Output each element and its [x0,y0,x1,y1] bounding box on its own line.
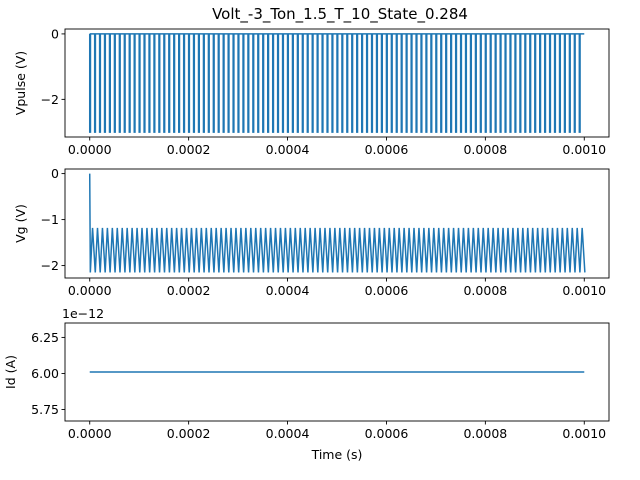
x-tick-label: 0.0002 [167,283,211,298]
y-tick-label: 0 [51,166,59,181]
y-offset-text: 1e−12 [62,306,104,321]
x-tick-label: 0.0004 [266,142,310,157]
x-tick-label: 0.0004 [266,283,310,298]
axes-frame [64,322,610,422]
x-tick-label: 0.0008 [463,426,507,441]
y-tick-label: −2 [41,258,59,273]
x-axis-label: Time (s) [311,447,363,462]
x-tick-label: 0.0010 [562,426,606,441]
vg-plot: 0.0000 0.0002 0.0004 0.0006 0.0008 0.0010 0 −1 −… [13,166,610,298]
figure-title: Volt_-3_Ton_1.5_T_10_State_0.284 [212,5,468,24]
axes-group: 0.0000 0.0002 0.0004 0.0006 0.0008 0.0010 0 −2 V… [3,26,610,462]
x-tick-label: 0.0002 [167,426,211,441]
y-tick-label: −1 [41,212,59,227]
x-tick-label: 0.0000 [68,426,112,441]
x-tick-label: 0.0006 [365,142,409,157]
vpulse-plot: 0.0000 0.0002 0.0004 0.0006 0.0008 0.0010 0 −2 V… [13,26,610,157]
y-tick-label: 0 [51,26,59,41]
y-tick-label: −2 [41,92,59,107]
series-line [88,173,586,273]
x-tick-label: 0.0008 [463,142,507,157]
x-tick-label: 0.0006 [365,426,409,441]
x-tick-label: 0.0010 [562,283,606,298]
y-axis-label: Vg (V) [13,204,28,243]
x-tick-label: 0.0006 [365,283,409,298]
x-tick-label: 0.0000 [68,142,112,157]
axes-frame [64,28,610,138]
y-tick-label: 6.25 [31,330,59,345]
y-tick-label: 6.00 [31,366,59,381]
series-line [88,33,585,133]
y-axis-label: Id (A) [3,355,18,389]
x-tick-label: 0.0008 [463,283,507,298]
y-tick-label: 5.75 [31,402,59,417]
y-axis-label: Vpulse (V) [13,51,28,115]
x-tick-label: 0.0000 [68,283,112,298]
x-tick-label: 0.0002 [167,142,211,157]
x-tick-label: 0.0004 [266,426,310,441]
x-tick-label: 0.0010 [562,142,606,157]
id-plot: 0.0000 0.0002 0.0004 0.0006 0.0008 0.0010 5.75… [3,306,610,462]
axes-frame [64,168,610,279]
